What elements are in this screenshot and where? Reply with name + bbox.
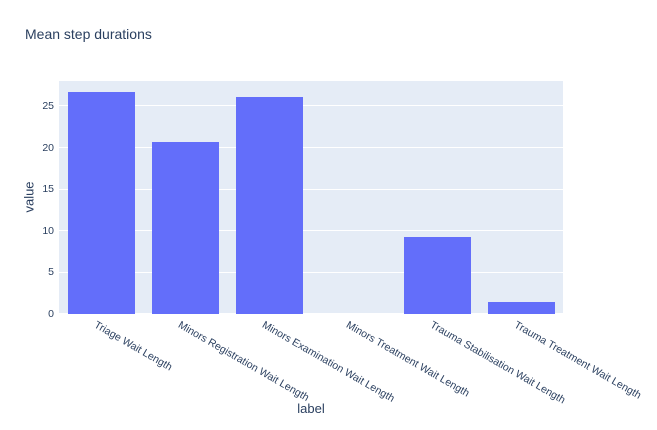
gridline-y-15 <box>59 188 563 190</box>
zero-line <box>59 313 563 314</box>
y-tick-label-25: 25 <box>42 100 54 112</box>
y-tick-label-20: 20 <box>42 142 54 154</box>
y-tick-label-10: 10 <box>42 225 54 237</box>
gridline-y-25 <box>59 105 563 107</box>
y-tick-label-15: 15 <box>42 183 54 195</box>
chart-title: Mean step durations <box>25 26 152 42</box>
x-axis-title: label <box>297 401 325 416</box>
x-tick-label-1: Minors Registration Wait Length <box>176 319 312 404</box>
bar-0[interactable] <box>68 92 135 314</box>
x-tick-label-2: Minors Examination Wait Length <box>260 319 397 405</box>
bar-1[interactable] <box>152 142 219 314</box>
y-tick-label-5: 5 <box>48 266 54 278</box>
bar-4[interactable] <box>404 237 471 314</box>
bar-2[interactable] <box>236 97 303 314</box>
x-tick-label-0: Triage Wait Length <box>92 319 175 374</box>
x-tick-label-4: Trauma Stabilisation Wait Length <box>428 319 568 407</box>
gridline-y-5 <box>59 271 563 273</box>
y-tick-label-0: 0 <box>48 308 54 320</box>
plot-area[interactable] <box>59 81 563 314</box>
gridline-y-20 <box>59 147 563 148</box>
bar-5[interactable] <box>488 302 555 314</box>
gridline-y-10 <box>59 230 563 231</box>
